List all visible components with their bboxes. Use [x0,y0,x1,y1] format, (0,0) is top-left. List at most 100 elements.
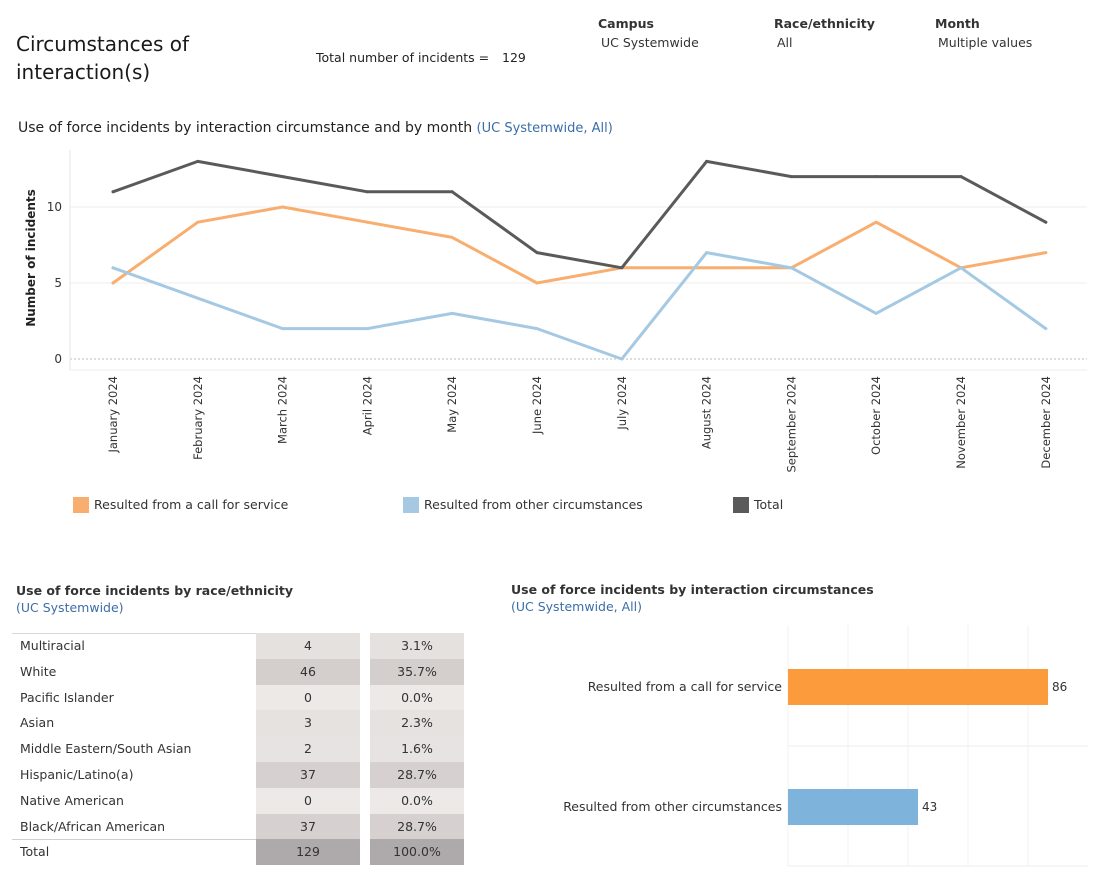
data-point [1044,327,1048,331]
y-tick-label: 5 [54,276,62,290]
table-row: Multiracial 4 3.1% [12,633,464,659]
filter-race-label: Race/ethnicity [774,16,875,31]
data-point [365,220,369,224]
data-point [535,327,539,331]
x-tick-label: May 2024 [445,376,459,433]
data-point [111,190,115,194]
race-count-cell: 37 [256,762,360,788]
race-percent-cell: 0.0% [370,787,464,814]
race-percent-cell: 28.7% [370,813,464,840]
x-tick-label: August 2024 [700,376,714,449]
line-chart-title: Use of force incidents by interaction ci… [18,120,613,136]
legend-label-call-for-service: Resulted from a call for service [94,497,289,512]
x-tick-label: July 2024 [615,376,629,431]
race-count-cell: 0 [256,684,360,711]
race-count-cell: 37 [256,813,360,840]
race-count-cell: 0 [256,787,360,814]
bar-chart-title: Use of force incidents by interaction ci… [511,582,874,597]
filter-campus-value[interactable]: UC Systemwide [601,35,699,50]
data-point [365,327,369,331]
total-row-divider [12,839,256,841]
legend-label-total: Total [754,497,784,512]
data-point [705,251,709,255]
bar-chart-subtitle: (UC Systemwide, All) [511,599,642,614]
race-percent-cell: 3.1% [370,633,464,659]
race-table: Multiracial 4 3.1% White 46 35.7% Pacific Isla… [12,633,464,866]
bar-other-circumstances [788,789,918,825]
data-point [365,190,369,194]
x-tick-label: September 2024 [784,376,798,473]
table-row: Total 129 100.0% [12,839,464,866]
race-label: Pacific Islander [20,689,114,705]
series-line-resulted-from-a-call-for-service [111,205,1048,285]
data-point [535,251,539,255]
legend-swatch-call-for-service [73,497,89,513]
bar-category-label: Resulted from other circumstances [563,799,782,814]
x-tick-label: November 2024 [954,376,968,469]
filter-month-value[interactable]: Multiple values [938,35,1033,50]
race-count-cell: 3 [256,710,360,737]
data-point [705,159,709,163]
race-label: Hispanic/Latino(a) [20,767,134,782]
race-table-subtitle: (UC Systemwide) [16,600,124,615]
race-label: Middle Eastern/South Asian [20,741,192,757]
table-row: White 46 35.7% [12,658,464,685]
table-row: Asian 3 2.3% [12,710,464,737]
table-row: Black/African American 37 28.7% [12,813,464,840]
race-table-title: Use of force incidents by race/ethnicity [16,583,294,598]
data-point [1044,220,1048,224]
x-tick-label: October 2024 [869,376,883,455]
race-percent-cell: 100.0% [370,839,464,866]
data-point [281,327,285,331]
x-tick-label: January 2024 [106,376,120,454]
bar-value-label: 86 [1052,680,1067,694]
race-label: Multiracial [20,638,85,653]
filter-campus-label: Campus [598,16,654,31]
race-percent-cell: 0.0% [370,684,464,711]
data-point [1044,251,1048,255]
race-percent-cell: 35.7% [370,658,464,685]
legend-swatch-total [733,497,749,513]
y-tick-label: 0 [54,352,62,366]
data-point [196,159,200,163]
series-line-resulted-from-other-circumstances [111,251,1048,361]
table-row: Native American 0 0.0% [12,787,464,814]
race-count-cell: 4 [256,633,360,659]
race-percent-cell: 1.6% [370,736,464,762]
race-percent-cell: 28.7% [370,762,464,788]
data-point [450,311,454,315]
data-point [535,281,539,285]
data-point [196,220,200,224]
race-label: Native American [20,792,124,808]
total-incidents-label: Total number of incidents = [316,50,490,65]
data-point [620,357,624,361]
data-point [281,175,285,179]
bar-call-for-service [788,669,1048,705]
data-point [450,190,454,194]
data-point [874,175,878,179]
legend-swatch-other-circumstances [403,497,419,513]
data-point [789,175,793,179]
data-point [196,296,200,300]
race-table-divider [12,633,256,634]
line-chart: 0 5 10 Number of incidents January 2024 Febru… [24,150,1087,473]
line-chart-subtitle: (UC Systemwide, All) [476,121,613,136]
line-chart-title-text: Use of force incidents by interaction ci… [18,120,473,136]
filter-race-value[interactable]: All [777,35,793,50]
data-point [111,281,115,285]
table-row: Middle Eastern/South Asian 2 1.6% [12,736,464,762]
x-tick-label: February 2024 [191,376,205,460]
x-tick-label: June 2024 [530,376,544,435]
data-point [959,175,963,179]
bar-category-label: Resulted from a call for service [588,679,783,694]
data-point [281,205,285,209]
x-tick-label: April 2024 [360,376,374,435]
data-point [959,266,963,270]
legend-label-other-circumstances: Resulted from other circumstances [424,497,643,512]
data-point [450,235,454,239]
y-tick-label: 10 [47,200,62,214]
data-point [111,266,115,270]
x-tick-label: March 2024 [276,376,290,444]
data-point [705,266,709,270]
race-label: White [20,663,57,679]
